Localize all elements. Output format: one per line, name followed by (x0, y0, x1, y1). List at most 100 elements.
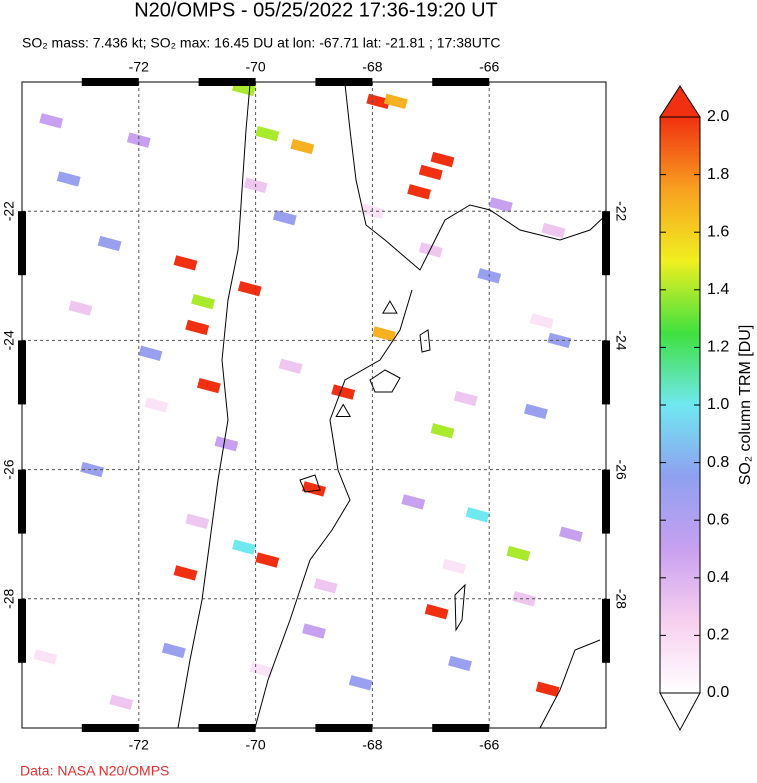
so2-cell (33, 649, 58, 665)
so2-cell (272, 209, 297, 226)
so2-cell (173, 565, 198, 581)
so2-cell (232, 539, 256, 555)
so2-cell (559, 526, 583, 542)
colorbar-tick-label: 0.8 (707, 454, 729, 471)
so2-cell (366, 93, 391, 110)
so2-cell (302, 481, 326, 497)
y-tick-label: -28 (1, 588, 17, 608)
so2-cell (144, 397, 169, 413)
so2-cell (430, 423, 455, 439)
tick-bar (18, 469, 26, 534)
so2-cell (313, 578, 338, 594)
so2-cell (418, 164, 443, 181)
so2-cell (278, 358, 303, 374)
so2-cell (185, 319, 210, 336)
y-tick-label: -28 (613, 589, 629, 609)
tick-bar (315, 724, 373, 732)
subtitle: SO₂ mass: 7.436 kt; SO₂ max: 16.45 DU at… (22, 35, 501, 51)
title: N20/OMPS - 05/25/2022 17:36-19:20 UT (134, 0, 498, 21)
so2-cell (196, 377, 221, 394)
so2-cell (331, 384, 356, 400)
so2-cell (255, 552, 280, 568)
cells (33, 82, 583, 710)
x-tick-label: -68 (362, 59, 382, 75)
x-tick-label: -70 (245, 737, 265, 753)
colorbar-label: SO₂ column TRM [DU] (737, 325, 754, 486)
colorbar-max-arrow (659, 85, 701, 118)
so2-cell (97, 235, 122, 252)
so2-cell (488, 197, 513, 213)
tick-bar (315, 78, 373, 86)
axes: -72 -72 -70 -70 -68 -68 -66 -66 -28 -28 -26 -26 -24 -… (1, 59, 630, 753)
colorbar-tick-label: 1.0 (707, 396, 729, 413)
so2-cell (126, 132, 151, 148)
so2-cell (448, 655, 472, 672)
coastline (177, 83, 251, 728)
so2-cell (529, 313, 554, 329)
tick-bar (81, 78, 139, 86)
so2-cell (512, 591, 537, 607)
tick-bar (18, 211, 26, 276)
salt-flats (299, 329, 466, 632)
so2-cell (348, 675, 373, 691)
map-area (22, 82, 606, 728)
volcanoes (335, 300, 398, 417)
so2-cell (424, 604, 449, 620)
so2-cell (302, 623, 326, 639)
x-tick-label: -68 (362, 737, 382, 753)
x-tick-label: -66 (479, 59, 499, 75)
border (254, 83, 606, 728)
so2-cell (214, 436, 239, 452)
y-tick-label: -26 (613, 459, 629, 479)
colorbar-tick-label: 0.4 (707, 569, 729, 586)
so2-cell (191, 293, 215, 310)
tick-bar (198, 78, 256, 86)
so2-cell (68, 300, 93, 316)
tick-bar (432, 724, 490, 732)
so2-cell (109, 694, 134, 710)
tick-bar (18, 598, 26, 663)
so2-cell (442, 558, 467, 575)
so2-cell (255, 126, 280, 142)
so2-cell (418, 242, 443, 258)
so2-cell (173, 255, 198, 271)
colorbar-tick-label: 1.4 (707, 281, 729, 298)
colorbar: SO₂ column TRM [DU] 0.0 0.2 0.4 0.6 0.8 1.0 1.… (659, 85, 754, 732)
colorbar-tick-label: 0.2 (707, 627, 729, 644)
so2-cell (506, 545, 531, 562)
so2-cell (138, 345, 163, 361)
colorbar-tick-label: 1.6 (707, 223, 729, 240)
credit: Data: NASA N20/OMPS (20, 763, 169, 779)
y-tick-label: -22 (613, 201, 629, 221)
so2-cell (383, 93, 408, 110)
colorbar-tick-label: 2.0 (707, 108, 729, 125)
x-tick-label: -72 (129, 737, 149, 753)
so2-cell (80, 461, 104, 478)
so2-cell (161, 642, 186, 659)
so2-cell (535, 681, 560, 697)
colorbar-tick-label: 0.6 (707, 511, 729, 528)
colorbar-tick-label: 1.2 (707, 339, 729, 356)
so2-cell (56, 171, 81, 187)
y-tick-label: -24 (1, 330, 17, 350)
tick-bar (81, 724, 139, 732)
colorbar-tick-label: 1.8 (707, 166, 729, 183)
tick-bar (602, 211, 610, 276)
tick-bar (432, 78, 490, 86)
x-tick-label: -72 (129, 59, 149, 75)
so2-cell (430, 151, 455, 168)
colorbar-bar (659, 116, 701, 694)
tick-bar (602, 469, 610, 534)
so2-cell (453, 390, 478, 407)
so2-cell (39, 113, 64, 129)
so2-cell (465, 507, 490, 523)
colorbar-min-arrow (659, 692, 701, 732)
so2-cell (372, 326, 396, 342)
y-tick-label: -26 (1, 459, 17, 479)
x-tick-label: -70 (245, 59, 265, 75)
tick-bar (602, 340, 610, 405)
volcano-marker (382, 300, 398, 314)
map-frame (21, 81, 607, 729)
so2-cell (401, 494, 426, 510)
